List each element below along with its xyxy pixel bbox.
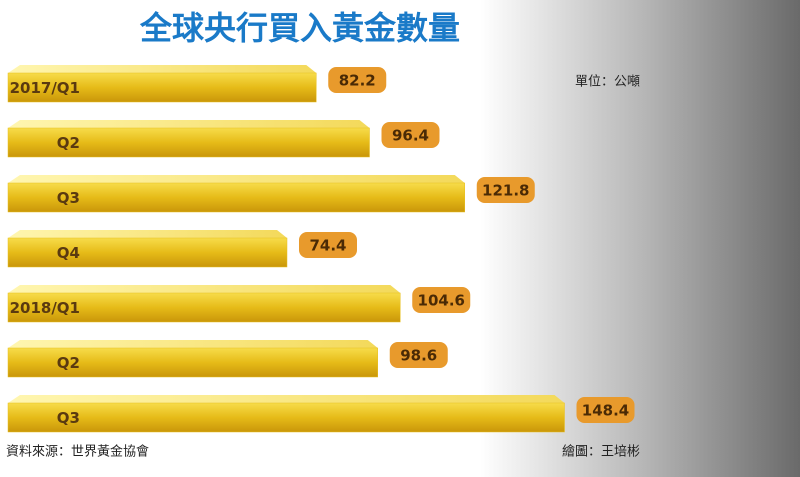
bar [7,182,465,213]
bar [7,72,317,103]
bar-top-face [8,65,317,73]
bar [7,237,288,268]
value-label: 96.4 [392,127,429,145]
source-label: 資料來源：世界黃金協會 [6,444,149,460]
bar-top-face [8,395,565,403]
value-label-bg [328,67,387,93]
value-label-bg [412,287,471,313]
value-label-bg [299,232,357,258]
bar [7,292,401,323]
bar [7,347,378,378]
value-label: 104.6 [418,292,465,310]
unit-label: 單位：公噸 [575,75,640,90]
category-label: 2018/Q1 [10,299,80,317]
bar-top-face [8,175,465,183]
bar-top-face [8,230,287,238]
value-label: 82.2 [339,72,376,90]
bar-top-face [8,120,370,128]
bar-top-face [8,285,401,293]
value-label-bg [576,397,635,423]
bar [7,402,565,433]
value-label: 74.4 [309,237,346,255]
category-label: 2017/Q1 [10,79,80,97]
category-label: Q2 [57,354,80,372]
value-label-bg [389,342,448,368]
category-label: Q2 [57,134,80,152]
credit-label: 繪圖：王培彬 [562,444,640,460]
category-label: Q3 [57,189,80,207]
value-label: 148.4 [582,402,629,420]
value-label: 98.6 [400,347,437,365]
chart-title: 全球央行買入黃金數量 [139,9,460,47]
category-label: Q4 [57,244,80,262]
bar-top-face [8,340,378,348]
bar [7,127,370,158]
value-label-bg [381,122,440,148]
value-label: 121.8 [482,182,529,200]
category-label: Q3 [57,409,80,427]
value-label-bg [476,177,535,203]
